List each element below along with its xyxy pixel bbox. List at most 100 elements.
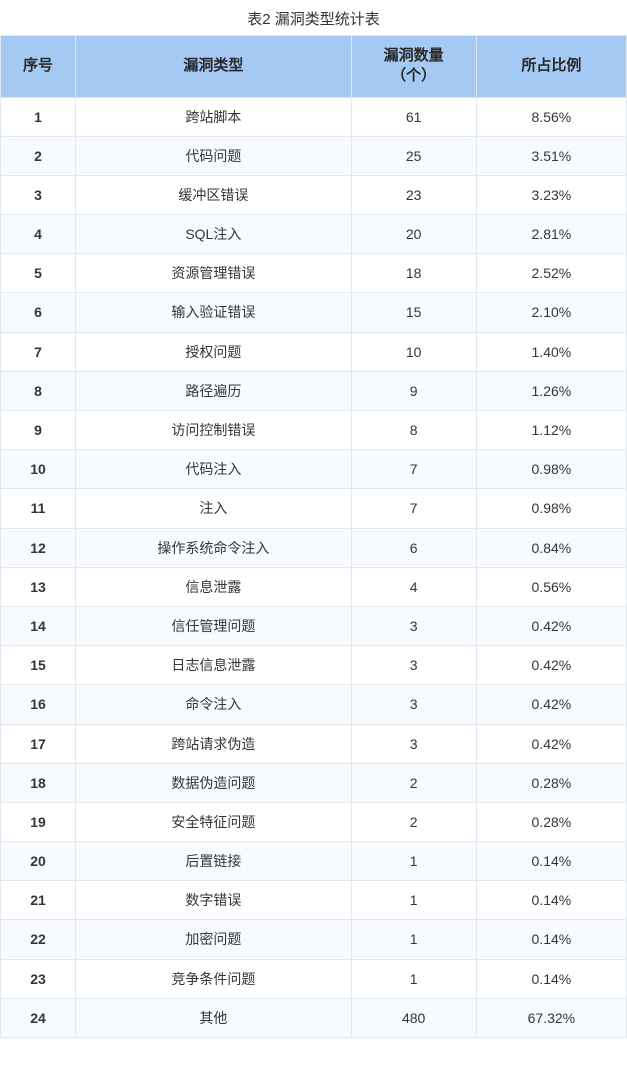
cell-count: 15: [351, 293, 476, 332]
cell-idx: 14: [1, 606, 76, 645]
cell-pct: 0.84%: [476, 528, 626, 567]
cell-pct: 8.56%: [476, 97, 626, 136]
cell-pct: 1.26%: [476, 371, 626, 410]
cell-pct: 0.56%: [476, 567, 626, 606]
table-row: 1跨站脚本618.56%: [1, 97, 627, 136]
cell-pct: 0.28%: [476, 802, 626, 841]
cell-count: 6: [351, 528, 476, 567]
table-row: 2代码问题253.51%: [1, 136, 627, 175]
cell-type: 授权问题: [76, 332, 351, 371]
cell-count: 3: [351, 724, 476, 763]
cell-count: 25: [351, 136, 476, 175]
cell-idx: 16: [1, 685, 76, 724]
cell-type: 信息泄露: [76, 567, 351, 606]
cell-pct: 0.42%: [476, 646, 626, 685]
table-row: 12操作系统命令注入60.84%: [1, 528, 627, 567]
table-row: 19安全特征问题20.28%: [1, 802, 627, 841]
cell-pct: 0.42%: [476, 685, 626, 724]
cell-type: 日志信息泄露: [76, 646, 351, 685]
cell-idx: 24: [1, 998, 76, 1037]
cell-pct: 0.28%: [476, 763, 626, 802]
table-row: 20后置链接10.14%: [1, 842, 627, 881]
cell-idx: 13: [1, 567, 76, 606]
cell-type: 访问控制错误: [76, 411, 351, 450]
cell-count: 1: [351, 959, 476, 998]
cell-count: 9: [351, 371, 476, 410]
table-header-row: 序号 漏洞类型 漏洞数量（个） 所占比例: [1, 36, 627, 98]
cell-pct: 0.98%: [476, 450, 626, 489]
cell-type: 数据伪造问题: [76, 763, 351, 802]
table-row: 17跨站请求伪造30.42%: [1, 724, 627, 763]
cell-type: 安全特征问题: [76, 802, 351, 841]
cell-pct: 2.81%: [476, 215, 626, 254]
cell-idx: 2: [1, 136, 76, 175]
cell-count: 3: [351, 606, 476, 645]
cell-count: 7: [351, 450, 476, 489]
cell-type: 路径遍历: [76, 371, 351, 410]
table-row: 9访问控制错误81.12%: [1, 411, 627, 450]
cell-pct: 0.98%: [476, 489, 626, 528]
table-caption: 表2 漏洞类型统计表: [0, 0, 627, 35]
cell-type: 跨站请求伪造: [76, 724, 351, 763]
cell-idx: 10: [1, 450, 76, 489]
table-row: 14信任管理问题30.42%: [1, 606, 627, 645]
cell-pct: 0.42%: [476, 606, 626, 645]
cell-pct: 3.23%: [476, 175, 626, 214]
cell-count: 4: [351, 567, 476, 606]
cell-count: 1: [351, 920, 476, 959]
cell-idx: 6: [1, 293, 76, 332]
table-row: 13信息泄露40.56%: [1, 567, 627, 606]
cell-count: 1: [351, 842, 476, 881]
cell-idx: 7: [1, 332, 76, 371]
cell-count: 10: [351, 332, 476, 371]
cell-pct: 0.14%: [476, 881, 626, 920]
cell-type: 代码注入: [76, 450, 351, 489]
cell-count: 2: [351, 763, 476, 802]
cell-pct: 2.52%: [476, 254, 626, 293]
cell-type: 命令注入: [76, 685, 351, 724]
table-row: 3缓冲区错误233.23%: [1, 175, 627, 214]
cell-type: 注入: [76, 489, 351, 528]
cell-pct: 0.14%: [476, 842, 626, 881]
col-header-type: 漏洞类型: [76, 36, 351, 98]
vuln-type-table: 序号 漏洞类型 漏洞数量（个） 所占比例 1跨站脚本618.56%2代码问题25…: [0, 35, 627, 1038]
table-row: 5资源管理错误182.52%: [1, 254, 627, 293]
cell-pct: 3.51%: [476, 136, 626, 175]
cell-type: 资源管理错误: [76, 254, 351, 293]
cell-idx: 22: [1, 920, 76, 959]
cell-type: 代码问题: [76, 136, 351, 175]
cell-idx: 3: [1, 175, 76, 214]
cell-type: 竞争条件问题: [76, 959, 351, 998]
cell-type: SQL注入: [76, 215, 351, 254]
cell-count: 7: [351, 489, 476, 528]
cell-pct: 2.10%: [476, 293, 626, 332]
table-row: 16命令注入30.42%: [1, 685, 627, 724]
cell-pct: 67.32%: [476, 998, 626, 1037]
cell-idx: 8: [1, 371, 76, 410]
cell-pct: 1.40%: [476, 332, 626, 371]
table-row: 22加密问题10.14%: [1, 920, 627, 959]
cell-count: 480: [351, 998, 476, 1037]
cell-count: 61: [351, 97, 476, 136]
cell-type: 加密问题: [76, 920, 351, 959]
cell-type: 跨站脚本: [76, 97, 351, 136]
cell-count: 3: [351, 685, 476, 724]
cell-idx: 20: [1, 842, 76, 881]
cell-count: 18: [351, 254, 476, 293]
cell-type: 数字错误: [76, 881, 351, 920]
cell-type: 缓冲区错误: [76, 175, 351, 214]
cell-count: 8: [351, 411, 476, 450]
col-header-idx: 序号: [1, 36, 76, 98]
cell-count: 2: [351, 802, 476, 841]
table-row: 6输入验证错误152.10%: [1, 293, 627, 332]
cell-idx: 1: [1, 97, 76, 136]
cell-type: 后置链接: [76, 842, 351, 881]
cell-count: 1: [351, 881, 476, 920]
cell-idx: 12: [1, 528, 76, 567]
col-header-count: 漏洞数量（个）: [351, 36, 476, 98]
cell-idx: 11: [1, 489, 76, 528]
table-row: 7授权问题101.40%: [1, 332, 627, 371]
table-row: 18数据伪造问题20.28%: [1, 763, 627, 802]
cell-idx: 17: [1, 724, 76, 763]
cell-type: 其他: [76, 998, 351, 1037]
